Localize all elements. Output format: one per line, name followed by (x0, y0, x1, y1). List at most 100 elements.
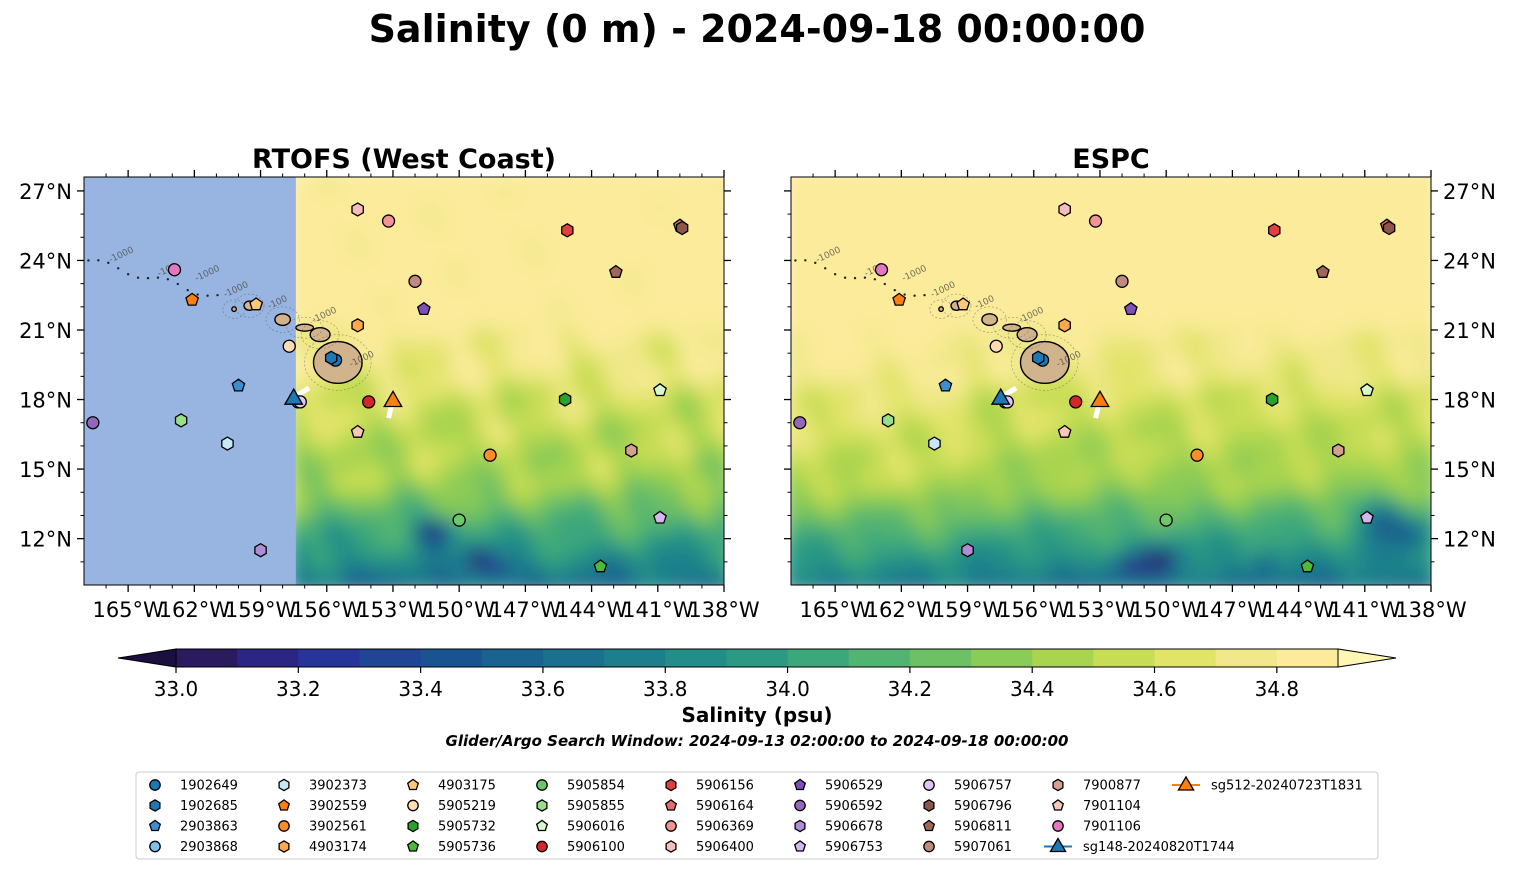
float-marker-5905732 (558, 392, 572, 407)
legend-marker (793, 840, 807, 852)
legend-item-7901104: 7901104 (1051, 799, 1141, 814)
legend-item-5907061: 5907061 (923, 840, 1012, 855)
legend-marker (278, 820, 290, 832)
legend-item-5906753: 5906753 (793, 840, 883, 855)
legend-item-3902559: 3902559 (277, 799, 367, 814)
x-tick-label: 138°W (1395, 598, 1467, 622)
legend-label: 2903863 (180, 820, 238, 835)
bathymetry-contour-line (929, 299, 953, 319)
colorbar-bin (665, 649, 727, 667)
bathymetry-contour-line (286, 316, 323, 339)
legend-label: 5905736 (438, 840, 496, 855)
legend-marker (1051, 799, 1065, 811)
legend-label: 5905855 (567, 799, 625, 814)
island (1002, 323, 1022, 332)
atoll (107, 261, 110, 265)
legend-marker (406, 778, 420, 791)
legend-marker (536, 840, 548, 853)
island (938, 306, 944, 313)
rtofs-map-frame (83, 176, 725, 586)
glider-marker-sg512-20240723T1831 (383, 389, 403, 408)
float-marker-3902373 (221, 436, 234, 451)
glider-marker-sg512-20240723T1831 (1090, 389, 1110, 408)
colorbar-bin (1032, 649, 1094, 667)
legend-label: 5906016 (567, 820, 625, 835)
float-marker-5906592 (793, 416, 807, 430)
atoll (873, 278, 877, 281)
colorbar-bin (726, 649, 789, 667)
legend-label: 7901106 (1083, 820, 1141, 835)
colorbar-tick-label: 34.8 (1255, 677, 1300, 701)
bathymetry-contour-line (1007, 320, 1047, 349)
legend-label: 5906100 (567, 840, 625, 855)
colorbar-tick-label: 33.6 (521, 677, 566, 701)
legend-label: 5905854 (567, 779, 625, 794)
glider-marker-sg148-20240820T1744 (990, 387, 1011, 405)
y-tick-label: 24°N (19, 249, 72, 273)
float-marker-7901106 (874, 263, 889, 277)
bathymetry-contour-line (234, 293, 265, 318)
legend-item-1902685: 1902685 (149, 799, 238, 814)
legend-item-4903175: 4903175 (406, 778, 496, 794)
colorbar-tick-label: 34.0 (765, 677, 810, 701)
y-tick-label: 27°N (19, 180, 72, 204)
legend-item-2903868: 2903868 (149, 840, 238, 855)
legend-label: 7900877 (1083, 779, 1141, 794)
x-tick-label: 159°W (225, 598, 297, 622)
colorbar-bin (1154, 649, 1217, 667)
x-tick-label: 138°W (688, 598, 760, 622)
legend-item-sg512-20240723T1831: sg512-20240723T1831 (1172, 775, 1363, 794)
legend-marker (149, 840, 161, 853)
y-tick-label: 21°N (19, 319, 72, 343)
colorbar-bin (971, 649, 1033, 667)
colorbar-bin (237, 649, 299, 667)
float-marker-4903174 (1058, 318, 1071, 333)
atoll (843, 276, 847, 279)
colorbar-bin (359, 649, 422, 667)
y-tick-label: 18°N (1443, 389, 1496, 413)
legend-marker (406, 840, 420, 852)
bathymetry-contour-line (265, 306, 300, 333)
atoll (97, 259, 100, 262)
atoll (903, 293, 906, 296)
island (1016, 326, 1038, 343)
rtofs-salinity-field (84, 177, 724, 585)
colorbar-bin (1093, 649, 1156, 667)
legend-item-sg148-20240820T1744: sg148-20240820T1744 (1044, 837, 1235, 855)
legend-item-5906529: 5906529 (793, 779, 883, 794)
atoll (87, 259, 90, 262)
float-marker-2903863 (938, 378, 953, 392)
float-marker-7901104 (350, 424, 365, 438)
x-tick-label: 150°W (423, 598, 495, 622)
legend-label: 5906400 (696, 840, 754, 855)
float-marker-5906753 (1360, 510, 1374, 524)
legend-item-5905736: 5905736 (406, 840, 496, 855)
atoll (824, 267, 827, 270)
x-tick-label: 162°W (866, 598, 938, 622)
legend-item-5906369: 5906369 (665, 820, 754, 835)
float-marker-5906529 (1123, 301, 1138, 316)
legend: 1902649 1902685 2903863 2903868 3902373 39025… (148, 775, 1363, 855)
float-marker-5906016 (1360, 382, 1374, 397)
y-tick-label: 12°N (19, 528, 72, 552)
x-tick-label: 156°W (998, 598, 1070, 622)
colorbar-bin (481, 649, 544, 667)
figure-title: Salinity (0 m) - 2024-09-18 00:00:00 (369, 7, 1146, 51)
legend-item-5906811: 5906811 (922, 820, 1012, 835)
legend-marker (149, 779, 161, 791)
legend-marker (149, 799, 161, 812)
legend-marker (407, 799, 419, 812)
float-marker-5906811 (608, 264, 623, 278)
legend-item-5906678: 5906678 (794, 820, 883, 835)
float-marker-5906678 (961, 542, 974, 558)
legend-marker (1052, 820, 1064, 832)
bathymetry-contour-line (304, 334, 372, 391)
legend-item-3902561: 3902561 (278, 820, 367, 835)
legend-label: 5906529 (825, 779, 883, 794)
atoll (136, 276, 140, 279)
legend-item-5905219: 5905219 (407, 799, 496, 814)
legend-marker (407, 819, 419, 833)
legend-label: 5907061 (954, 840, 1012, 855)
legend-marker (536, 799, 548, 812)
legend-marker (278, 840, 290, 853)
